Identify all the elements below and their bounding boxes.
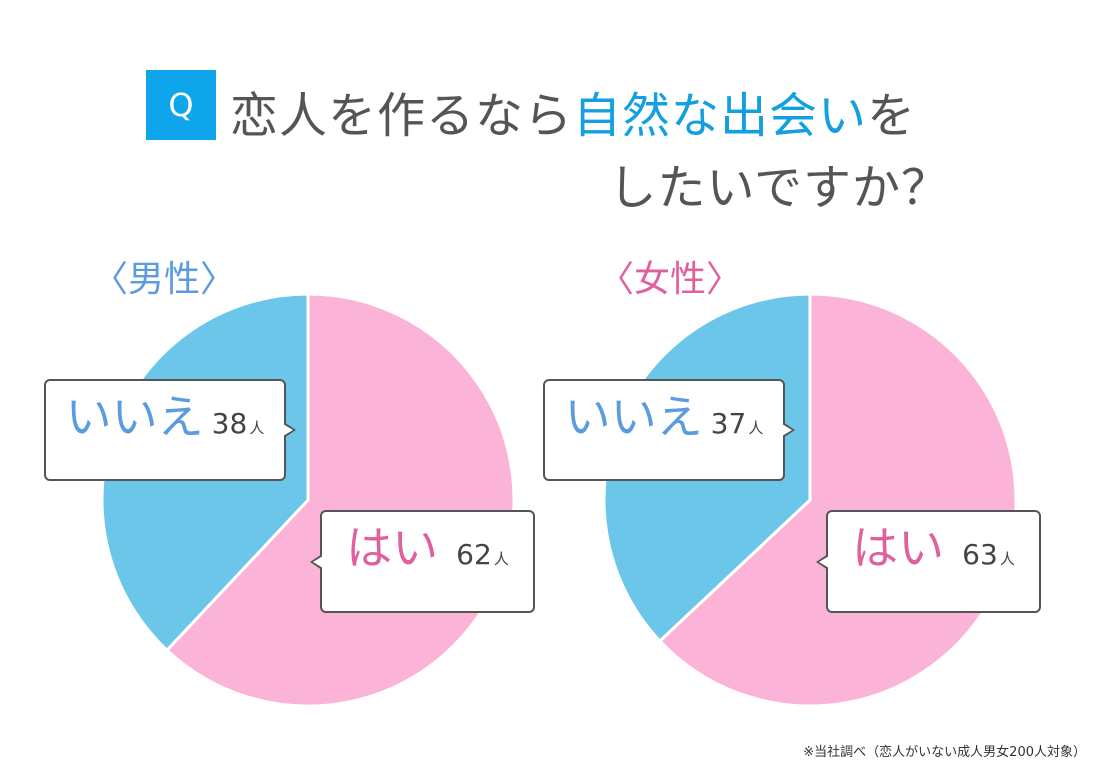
question-title-line2: したいですか？ [608, 160, 950, 216]
male-yes-callout: はい 62 人 [310, 510, 535, 613]
female-yes-callout: はい 63 人 [816, 510, 1041, 613]
no-unit: 人 [249, 419, 265, 437]
yes-answer-label: はい [852, 521, 945, 575]
male-group-label: 〈男性〉 [92, 259, 237, 300]
male-no-callout: いいえ 38 人 [44, 379, 296, 481]
no-count: 37 [710, 407, 747, 440]
title-prefix: 恋人を作るなら [230, 88, 574, 144]
title-suffix: を [867, 88, 917, 144]
female-group-label: 〈女性〉 [598, 259, 743, 300]
no-count: 38 [211, 407, 248, 440]
female-no-callout: いいえ 37 人 [543, 379, 795, 481]
q-badge: Q [146, 70, 216, 140]
title-highlight: 自然な出会い [573, 88, 868, 144]
yes-answer-label: はい [346, 521, 439, 575]
yes-count: 63 [962, 538, 998, 571]
footnote: ※当社調べ（恋人がいない成人男女200人対象） [803, 745, 1086, 760]
male-pie-chart [100, 292, 516, 708]
female-pie-chart [602, 292, 1018, 708]
yes-unit: 人 [493, 550, 509, 568]
no-answer-label: いいえ [65, 390, 204, 444]
question-title-line1: 恋人を作るなら自然な出会いを [230, 76, 916, 146]
yes-unit: 人 [999, 550, 1015, 568]
no-answer-label: いいえ [564, 390, 703, 444]
no-unit: 人 [748, 419, 764, 437]
yes-count: 62 [456, 538, 492, 571]
